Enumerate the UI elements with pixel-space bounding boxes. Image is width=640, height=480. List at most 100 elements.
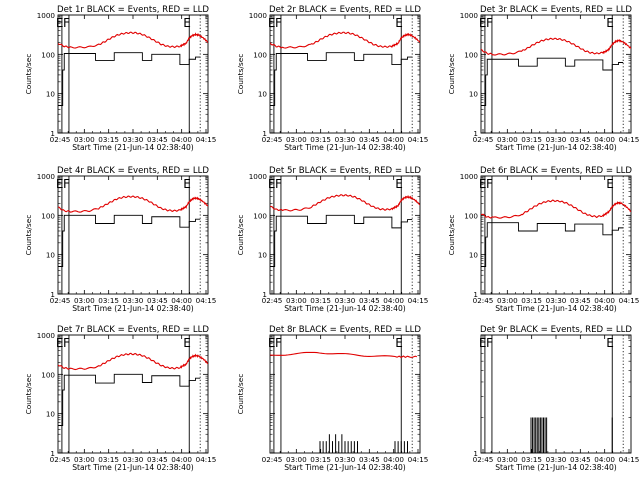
y-tick-label: 1 xyxy=(50,129,55,138)
y-tick-label: 1 xyxy=(262,290,267,299)
y-axis-label: Counts/sec xyxy=(24,374,33,415)
lld-series-line xyxy=(481,37,631,56)
series-group xyxy=(58,195,208,267)
x-tick-label: 02:45 xyxy=(262,135,283,144)
x-tick-label: 02:45 xyxy=(262,455,283,464)
series-group xyxy=(270,31,420,106)
x-axis-label: Start Time (21-Jun-14 02:38:40) xyxy=(72,143,194,152)
x-tick-label: 03:15 xyxy=(310,455,331,464)
x-axis-label: Start Time (21-Jun-14 02:38:40) xyxy=(72,463,194,472)
x-tick-label: 03:30 xyxy=(335,135,356,144)
marker-label: E xyxy=(479,336,487,350)
y-tick-label: 10 xyxy=(258,251,268,260)
y-tick-label: 100 xyxy=(41,370,55,379)
x-tick-label: 04:15 xyxy=(408,135,429,144)
x-tick-label: 04:15 xyxy=(196,296,217,305)
x-tick-label: 04:00 xyxy=(383,135,404,144)
x-tick-label: 04:00 xyxy=(594,455,615,464)
x-axis-label: Start Time (21-Jun-14 02:38:40) xyxy=(284,304,406,313)
panel-title: Det 6r BLACK = Events, RED = LLD xyxy=(480,166,632,176)
marker-label: E xyxy=(56,177,64,191)
marker-label: E xyxy=(395,16,403,30)
lld-series-line xyxy=(58,352,208,371)
marker-label: E xyxy=(479,177,487,191)
marker-label: E xyxy=(395,336,403,350)
x-tick-label: 04:15 xyxy=(196,135,217,144)
panel-title: Det 5r BLACK = Events, RED = LLD xyxy=(269,166,421,176)
y-tick-label: 1 xyxy=(262,129,267,138)
marker-label: E xyxy=(268,177,276,191)
x-tick-label: 03:45 xyxy=(147,296,168,305)
x-tick-label: 02:45 xyxy=(473,455,494,464)
x-tick-label: 03:15 xyxy=(310,296,331,305)
x-tick-label: 03:00 xyxy=(74,296,95,305)
y-tick-label: 1000 xyxy=(249,11,268,20)
x-tick-label: 04:00 xyxy=(594,296,615,305)
x-tick-label: 03:30 xyxy=(123,455,144,464)
marker-label: E xyxy=(183,177,191,191)
y-tick-label: 1000 xyxy=(460,11,479,20)
x-tick-label: 03:15 xyxy=(310,135,331,144)
lld-series-line xyxy=(58,31,208,49)
x-tick-label: 03:30 xyxy=(546,296,567,305)
y-tick-label: 10 xyxy=(46,410,56,419)
y-tick-label: 1 xyxy=(473,129,478,138)
y-axis-label: Counts/sec xyxy=(24,215,33,256)
y-axis-label: Counts/sec xyxy=(236,374,245,415)
x-tick-label: 04:15 xyxy=(408,296,429,305)
x-tick-label: 03:45 xyxy=(359,296,380,305)
events-series-line xyxy=(270,214,413,267)
marker-label: E xyxy=(606,177,614,191)
y-tick-label: 10 xyxy=(469,90,479,99)
x-tick-label: 04:15 xyxy=(619,135,640,144)
x-tick-label: 03:30 xyxy=(546,455,567,464)
y-axis-label: Counts/sec xyxy=(24,54,33,95)
y-tick-label: 10 xyxy=(46,90,56,99)
marker-label: E xyxy=(56,336,64,350)
series-group xyxy=(481,199,631,267)
x-tick-label: 03:00 xyxy=(286,455,307,464)
panel-title: Det 3r BLACK = Events, RED = LLD xyxy=(480,5,632,15)
x-tick-label: 04:15 xyxy=(408,455,429,464)
x-axis-label: Start Time (21-Jun-14 02:38:40) xyxy=(72,304,194,313)
series-group xyxy=(270,194,420,267)
marker-label: E xyxy=(183,336,191,350)
y-tick-label: 1 xyxy=(473,449,478,458)
marker-label: F xyxy=(63,16,70,30)
y-tick-label: 100 xyxy=(41,50,55,59)
y-tick-label: 1000 xyxy=(460,172,479,181)
marker-label: E xyxy=(479,16,487,30)
y-axis-label: Counts/sec xyxy=(236,215,245,256)
x-tick-label: 03:15 xyxy=(521,455,542,464)
panel-title: Det 1r BLACK = Events, RED = LLD xyxy=(57,5,209,15)
x-tick-label: 03:45 xyxy=(570,135,591,144)
y-tick-label: 100 xyxy=(464,211,478,220)
series-group xyxy=(58,31,208,106)
y-tick-label: 100 xyxy=(41,211,55,220)
marker-label: E xyxy=(268,16,276,30)
x-axis-label: Start Time (21-Jun-14 02:38:40) xyxy=(284,463,406,472)
marker-label: E xyxy=(606,16,614,30)
marker-label: F xyxy=(275,336,282,350)
marker-label: F xyxy=(275,177,282,191)
panel-9: Det 9r BLACK = Events, RED = LLD 02:45 03:… xyxy=(473,325,640,472)
x-tick-label: 03:00 xyxy=(286,296,307,305)
events-series-line xyxy=(481,57,624,106)
panel-title: Det 4r BLACK = Events, RED = LLD xyxy=(57,166,209,176)
panel-title: Det 9r BLACK = Events, RED = LLD xyxy=(480,325,632,335)
y-tick-label: 100 xyxy=(253,211,267,220)
x-tick-label: 03:00 xyxy=(74,135,95,144)
y-tick-label: 10 xyxy=(46,251,56,260)
series-group xyxy=(270,351,418,453)
x-tick-label: 03:45 xyxy=(147,455,168,464)
x-tick-label: 04:15 xyxy=(619,296,640,305)
marker-label: E xyxy=(268,336,276,350)
x-tick-label: 02:45 xyxy=(50,296,71,305)
panel-title: Det 7r BLACK = Events, RED = LLD xyxy=(57,325,209,335)
events-series-line xyxy=(58,214,201,267)
